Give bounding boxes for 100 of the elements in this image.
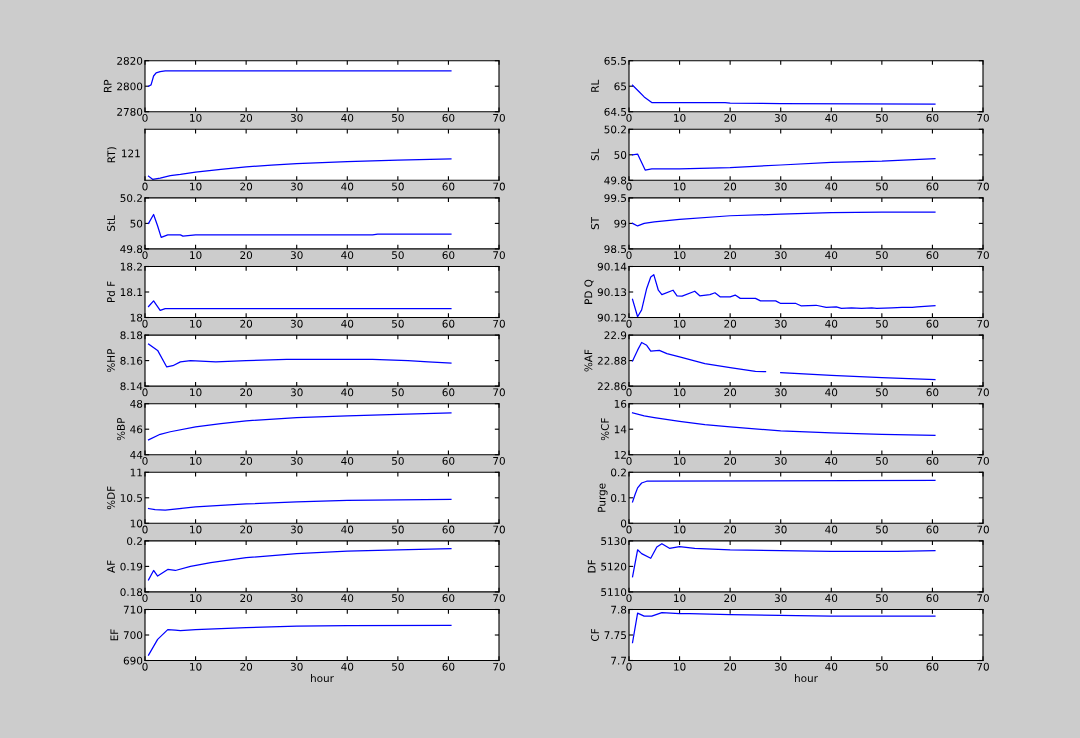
line-series	[147, 412, 452, 441]
x-tick-label: 50	[392, 662, 404, 671]
x-tick-label: 20	[240, 594, 253, 603]
x-tick-label: 10	[190, 388, 202, 397]
x-tick-label: 60	[926, 525, 939, 534]
y-tick-label: 690	[123, 656, 143, 665]
x-tick-label: 50	[876, 251, 888, 260]
y-tick-label: 8.18	[120, 331, 143, 340]
x-tick-label: 50	[392, 525, 404, 534]
x-tick-label: 60	[926, 662, 939, 671]
y-axis-title: StL	[107, 215, 115, 231]
x-tick-label: 40	[341, 456, 354, 465]
x-tick-label: 50	[392, 456, 404, 465]
y-tick-label: 5110	[601, 588, 627, 597]
x-tick-label: 70	[977, 525, 989, 534]
x-tick-label: 60	[442, 182, 455, 191]
x-tick-label: 60	[926, 594, 939, 603]
x-tick-label: 50	[876, 525, 888, 534]
x-axis-title: hour	[795, 674, 818, 683]
x-tick-label: 70	[977, 182, 989, 191]
line-series	[147, 300, 452, 311]
x-tick-label: 60	[926, 113, 939, 122]
y-tick-label: 2780	[117, 107, 143, 116]
line-series	[631, 543, 936, 578]
x-tick-label: 20	[724, 594, 737, 603]
y-tick-label: 710	[123, 605, 143, 614]
y-tick-label: 5120	[601, 562, 627, 571]
x-tick-label: 70	[493, 456, 505, 465]
x-tick-label: 30	[774, 388, 787, 397]
x-tick-label: 10	[190, 251, 202, 260]
line-series	[147, 213, 452, 239]
y-tick-label: 0.1	[611, 494, 626, 502]
x-tick-label: 70	[493, 319, 505, 328]
x-tick-label: 20	[724, 388, 737, 397]
line-series	[631, 274, 936, 318]
x-tick-label: 30	[290, 319, 303, 328]
line-series	[147, 547, 452, 581]
y-tick-label: 50.2	[604, 125, 626, 134]
x-tick-label: 30	[290, 388, 303, 397]
line-series	[147, 343, 452, 368]
y-axis-title: %AF	[584, 349, 593, 372]
y-tick-label: 22.86	[597, 382, 627, 391]
y-axis-title: %CF	[600, 418, 609, 441]
x-tick-label: 30	[774, 251, 787, 260]
x-tick-label: 70	[493, 251, 505, 260]
y-tick-label: 48	[130, 399, 143, 408]
y-tick-label: 50.2	[120, 194, 142, 203]
x-tick-label: 10	[674, 662, 686, 671]
y-tick-label: 49.8	[604, 176, 627, 185]
x-tick-label: 50	[392, 182, 404, 191]
x-tick-label: 30	[290, 251, 303, 260]
x-tick-label: 70	[977, 388, 989, 397]
x-tick-label: 50	[392, 319, 404, 328]
x-tick-label: 30	[290, 594, 303, 603]
y-axis-title: CF	[591, 628, 599, 642]
x-tick-label: 50	[876, 594, 888, 603]
x-tick-label: 30	[774, 456, 787, 465]
x-tick-label: 40	[825, 251, 838, 260]
x-tick-label: 40	[825, 319, 838, 328]
x-tick-label: 40	[341, 251, 354, 260]
y-axis-title: %BP	[116, 417, 125, 441]
x-tick-label: 40	[341, 388, 354, 397]
x-tick-label: 40	[825, 594, 838, 603]
x-tick-label: 30	[774, 662, 787, 671]
y-axis-title: %HP	[107, 348, 115, 373]
y-axis-title: AF	[107, 560, 115, 573]
y-tick-label: 18.1	[120, 288, 142, 297]
x-tick-label: 20	[240, 662, 253, 671]
x-tick-label: 50	[392, 251, 404, 260]
y-axis-title: RP	[103, 79, 112, 92]
x-tick-label: 10	[190, 182, 202, 191]
x-tick-label: 10	[190, 113, 202, 122]
x-tick-label: 20	[724, 182, 737, 191]
x-tick-label: 10	[674, 456, 686, 465]
y-axis-title: Purge	[597, 483, 608, 512]
x-tick-label: 60	[926, 319, 939, 328]
x-tick-label: 10	[674, 388, 686, 397]
y-tick-label: 49.8	[120, 245, 143, 254]
y-tick-label: 8.16	[120, 356, 143, 365]
y-axis-title: DF	[587, 560, 596, 573]
y-tick-label: 50	[614, 151, 627, 159]
line-series	[147, 70, 452, 87]
x-tick-label: 60	[442, 525, 455, 534]
x-tick-label: 10	[674, 182, 686, 191]
y-axis-title: RT)	[107, 147, 117, 163]
x-tick-label: 40	[825, 456, 838, 465]
y-tick-label: 18	[130, 313, 143, 322]
y-tick-label: 0.2	[127, 537, 142, 546]
y-tick-label: 22.88	[597, 356, 627, 365]
y-tick-label: 65.5	[604, 56, 627, 65]
x-tick-label: 60	[926, 456, 939, 465]
x-tick-label: 60	[442, 251, 455, 260]
x-tick-label: 10	[190, 662, 202, 671]
x-tick-label: 40	[825, 662, 838, 671]
x-tick-label: 70	[977, 594, 989, 603]
line-series	[631, 611, 936, 644]
y-tick-label: 99.5	[604, 194, 627, 203]
x-tick-label: 40	[825, 182, 838, 191]
y-axis-title: Pd F	[106, 281, 115, 303]
x-tick-label: 30	[774, 182, 787, 191]
